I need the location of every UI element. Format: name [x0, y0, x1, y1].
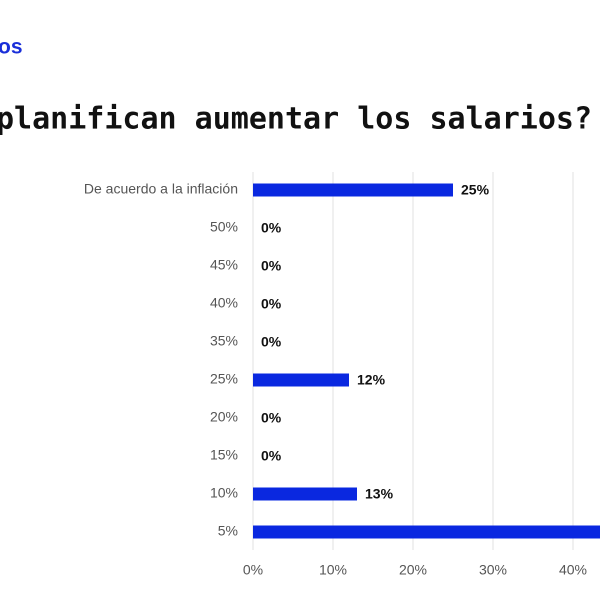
bar [253, 373, 349, 387]
x-tick-label: 0% [243, 562, 263, 578]
y-tick-label: De acuerdo a la inflación [84, 181, 238, 197]
data-label: 0% [261, 448, 282, 464]
y-tick-label: 15% [210, 447, 238, 463]
x-tick-label: 40% [559, 562, 587, 578]
data-label: 25% [461, 182, 490, 198]
data-label: 0% [261, 258, 282, 274]
chart-title: planifican aumentar los salarios? [0, 102, 592, 137]
data-label: 12% [357, 372, 386, 388]
y-tick-label: 50% [210, 219, 238, 235]
y-tick-label: 5% [218, 523, 238, 539]
data-label: 0% [261, 296, 282, 312]
data-label: 0% [261, 410, 282, 426]
brand: os [0, 36, 23, 59]
x-tick-label: 20% [399, 562, 427, 578]
y-tick-label: 10% [210, 485, 238, 501]
y-tick-label: 40% [210, 295, 238, 311]
bar [253, 183, 453, 197]
y-tick-label: 35% [210, 333, 238, 349]
y-tick-label: 20% [210, 409, 238, 425]
x-tick-label: 10% [319, 562, 347, 578]
data-label: 0% [261, 334, 282, 350]
bar [253, 525, 600, 539]
data-label: 0% [261, 220, 282, 236]
bar [253, 487, 357, 501]
x-tick-label: 30% [479, 562, 507, 578]
y-tick-label: 25% [210, 371, 238, 387]
data-label: 13% [365, 486, 394, 502]
y-tick-label: 45% [210, 257, 238, 273]
